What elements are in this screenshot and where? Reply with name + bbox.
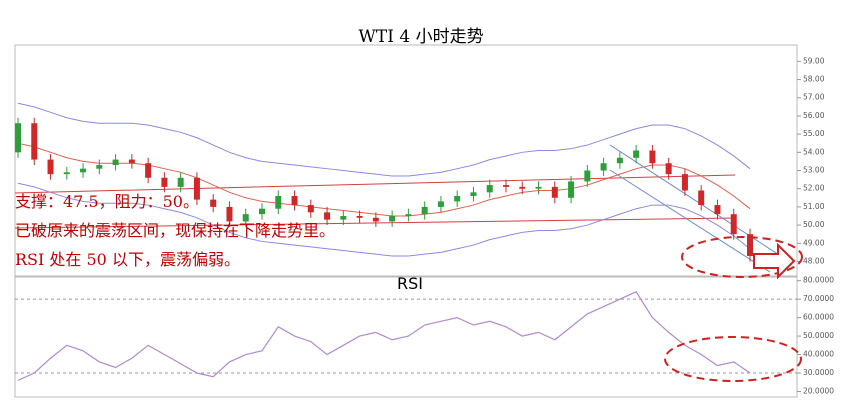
candle-body (324, 212, 331, 220)
candle-body (145, 163, 152, 178)
y-tick-label: 51.00 (803, 202, 825, 211)
y-tick-label: 48.00 (803, 256, 825, 265)
y-tick-label: 56.00 (803, 111, 825, 120)
candle-body (698, 190, 705, 206)
candle-body (242, 214, 249, 222)
candle-body (649, 150, 656, 164)
y-tick-label: 59.00 (803, 56, 825, 65)
y-tick-label: 54.00 (803, 147, 825, 156)
candle-body (681, 174, 688, 191)
candle-body (372, 217, 379, 222)
band-line (17, 142, 751, 217)
overlay: 48.00 49.00 50.00 51.00 52.00 53.00 54.00 55.00… (15, 56, 834, 395)
chart-title: WTI 4 小时走势 (358, 27, 483, 47)
y-tick-label: 52.00 (803, 184, 825, 193)
y-tick-label: 20.0000 (803, 386, 834, 395)
highlight-ellipse (664, 336, 802, 382)
candle-body (437, 201, 444, 207)
trend-line (14, 174, 736, 194)
candle-body (568, 181, 575, 198)
channel-line (609, 169, 771, 273)
candle-body (63, 172, 70, 175)
candle-body (31, 123, 38, 160)
candle-body (503, 185, 509, 187)
y-tick-label: 58.00 (803, 75, 825, 84)
annotation: RSI 处在 50 以下，震荡偏弱。 (15, 250, 240, 269)
candle-body (193, 177, 200, 200)
candle-body (80, 168, 87, 173)
y-tick-label: 55.00 (803, 129, 825, 138)
candle-body (275, 195, 282, 209)
rsi-line (17, 291, 751, 381)
candle-body (161, 177, 168, 187)
trend-line (14, 217, 736, 229)
y-tick-label: 53.00 (803, 166, 825, 175)
candle-body (747, 234, 753, 256)
y-tick-label: 60.0000 (803, 313, 834, 322)
candle-body (112, 159, 119, 166)
candle-body (633, 150, 640, 158)
candle-body (584, 170, 591, 182)
candle-body (128, 159, 135, 164)
candle-body (714, 205, 721, 215)
candle-body (389, 215, 396, 222)
candle-body (259, 208, 265, 215)
candle-body (340, 215, 347, 220)
y-tick-label: 30.0000 (803, 368, 834, 377)
candle-body (535, 186, 542, 189)
band-line (17, 182, 751, 257)
candle-body (454, 195, 461, 202)
band-line (17, 102, 751, 177)
y-tick-label: 70.0000 (803, 294, 834, 303)
candle-body (177, 177, 184, 187)
candle-body (15, 123, 21, 153)
candle-body (210, 199, 217, 207)
rsi-panel (14, 276, 798, 398)
candle-body (226, 206, 233, 222)
candle-body (616, 157, 623, 164)
candle-body (600, 163, 607, 171)
candle-body (730, 214, 737, 235)
price-panel (14, 44, 798, 277)
candle-body (519, 186, 526, 189)
candle-body (551, 186, 558, 198)
candle-body (356, 215, 363, 218)
candle-body (665, 163, 672, 175)
y-tick-label: 50.00 (803, 220, 825, 229)
y-tick-label: 49.00 (803, 238, 825, 247)
y-tick-label: 40.0000 (803, 350, 834, 359)
candle-body (421, 206, 428, 215)
candle-body (307, 205, 314, 213)
highlight-ellipse (681, 236, 803, 278)
y-tick-label: 80.0000 (803, 276, 834, 285)
candle-body (96, 165, 103, 169)
candle-body (405, 214, 412, 216)
candle-body (470, 192, 477, 196)
annotation: 支撑：47.5，阻力：50。 (15, 192, 199, 211)
candle-body (291, 195, 298, 206)
rsi-title: RSI (397, 274, 423, 293)
candle-body (486, 185, 493, 193)
y-tick-label: 57.00 (803, 93, 825, 102)
y-tick-label: 50.0000 (803, 331, 834, 340)
arrow (753, 242, 796, 280)
annotation: 已破原来的震荡区间，现保持在下降走势里。 (15, 221, 335, 240)
candle-body (47, 159, 54, 175)
